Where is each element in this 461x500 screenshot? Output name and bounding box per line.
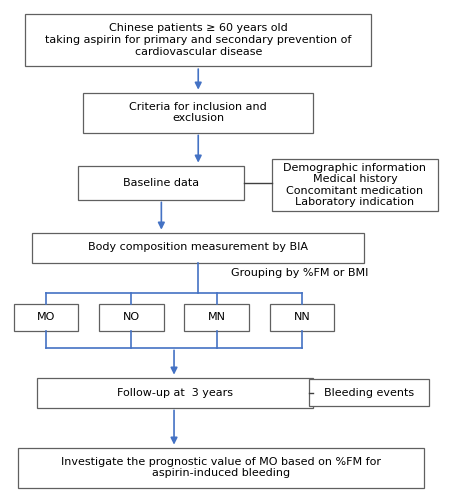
Text: Follow-up at  3 years: Follow-up at 3 years [117, 388, 233, 398]
FancyBboxPatch shape [14, 304, 78, 332]
FancyBboxPatch shape [184, 304, 249, 332]
Text: Bleeding events: Bleeding events [324, 388, 414, 398]
Text: NN: NN [294, 312, 310, 322]
FancyBboxPatch shape [78, 166, 244, 200]
FancyBboxPatch shape [18, 448, 424, 488]
FancyBboxPatch shape [32, 232, 364, 262]
Text: Criteria for inclusion and
exclusion: Criteria for inclusion and exclusion [130, 102, 267, 124]
FancyBboxPatch shape [99, 304, 164, 332]
Text: Investigate the prognostic value of MO based on %FM for
aspirin-induced bleeding: Investigate the prognostic value of MO b… [61, 456, 381, 478]
Text: Body composition measurement by BIA: Body composition measurement by BIA [88, 242, 308, 252]
FancyBboxPatch shape [37, 378, 313, 408]
FancyBboxPatch shape [270, 304, 334, 332]
FancyBboxPatch shape [25, 14, 371, 66]
FancyBboxPatch shape [309, 379, 429, 406]
Text: Demographic information
Medical history
Concomitant medication
Laboratory indica: Demographic information Medical history … [284, 162, 426, 208]
FancyBboxPatch shape [83, 92, 313, 132]
Text: Baseline data: Baseline data [123, 178, 200, 188]
Text: NO: NO [123, 312, 140, 322]
Text: MN: MN [207, 312, 226, 322]
Text: Chinese patients ≥ 60 years old
taking aspirin for primary and secondary prevent: Chinese patients ≥ 60 years old taking a… [45, 24, 351, 56]
Text: MO: MO [37, 312, 55, 322]
Text: Grouping by %FM or BMI: Grouping by %FM or BMI [230, 268, 368, 278]
FancyBboxPatch shape [272, 159, 438, 211]
